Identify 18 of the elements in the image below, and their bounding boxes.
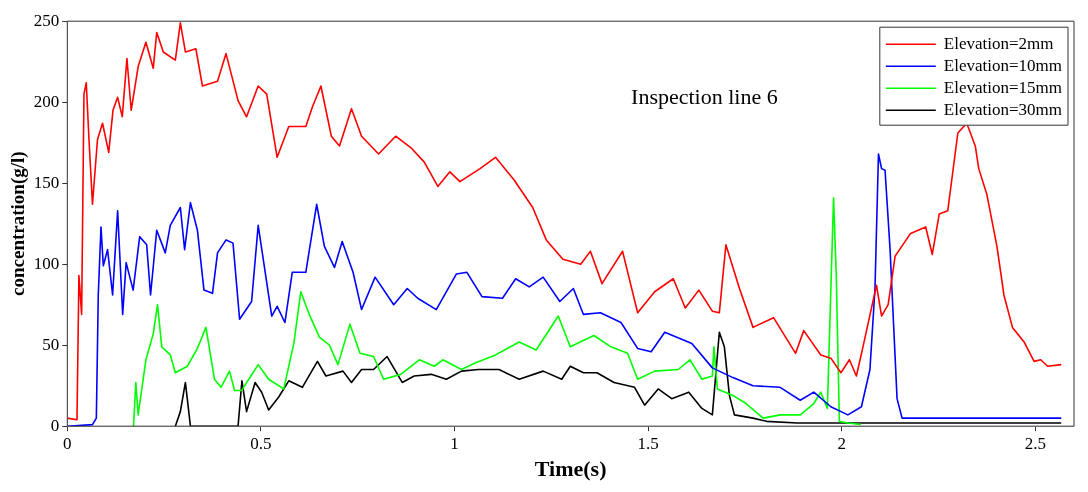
x-tick-label: 2 — [837, 433, 846, 453]
y-tick-label: 0 — [50, 415, 60, 435]
y-tick-label: 200 — [33, 91, 60, 111]
legend-label: Elevation=10mm — [943, 55, 1063, 75]
annotation: Inspection line 6 — [631, 83, 778, 109]
legend-label: Elevation=2mm — [943, 33, 1054, 53]
legend-label: Elevation=15mm — [943, 77, 1063, 97]
x-tick-label: 2.5 — [1024, 433, 1046, 453]
x-axis-title: Time(s) — [534, 456, 607, 482]
y-tick-label: 100 — [33, 253, 60, 273]
x-tick-label: 1 — [450, 433, 459, 453]
y-tick-label: 150 — [33, 172, 60, 192]
y-tick-label: 250 — [33, 10, 60, 30]
x-tick-label: 0.5 — [250, 433, 272, 453]
y-tick-label: 50 — [42, 334, 60, 354]
legend-label: Elevation=30mm — [943, 99, 1063, 119]
y-axis-title: concentration(g/l) — [7, 151, 30, 296]
x-tick-label: 1.5 — [637, 433, 659, 453]
